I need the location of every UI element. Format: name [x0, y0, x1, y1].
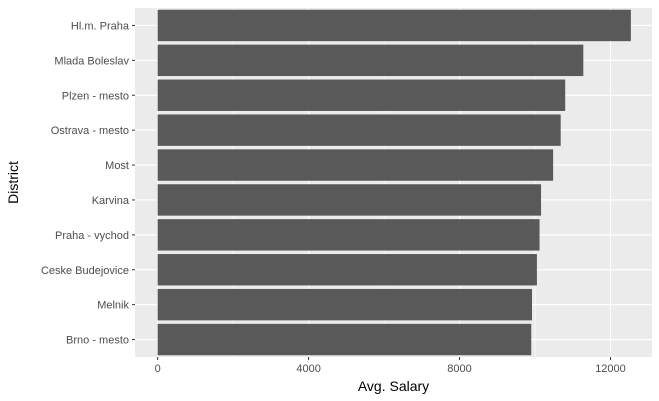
y-tick-label: Ceske Budejovice	[41, 265, 129, 277]
y-tick-label: Hl.m. Praha	[71, 20, 130, 32]
y-tick-label: Praha - vychod	[55, 230, 129, 242]
x-axis-title: Avg. Salary	[358, 378, 429, 394]
x-tick-label: 4000	[296, 363, 320, 375]
x-axis: 0 4000 8000 12000	[155, 357, 626, 375]
y-tick-label: Karvina	[92, 195, 130, 207]
y-tick-label: Most	[105, 160, 129, 172]
bar	[157, 288, 532, 321]
bar	[157, 44, 584, 77]
x-tick-label: 8000	[447, 363, 471, 375]
bar	[157, 149, 554, 181]
bar	[157, 254, 537, 286]
y-tick-label: Melnik	[97, 300, 129, 312]
y-tick-label: Brno - mesto	[66, 335, 129, 347]
x-tick-label: 0	[155, 363, 161, 375]
bar	[157, 9, 631, 42]
bars	[157, 9, 631, 356]
bar	[157, 323, 532, 356]
y-axis-title: District	[5, 161, 21, 204]
y-axis: Hl.m. Praha Mlada Boleslav Plzen - mesto Os…	[41, 20, 135, 347]
bar	[157, 219, 540, 251]
bar	[157, 79, 566, 111]
bar	[157, 184, 542, 216]
x-tick-label: 12000	[595, 363, 626, 375]
y-tick-label: Mlada Boleslav	[54, 55, 129, 67]
y-tick-label: Ostrava - mesto	[51, 125, 129, 137]
bar	[157, 114, 561, 146]
y-tick-label: Plzen - mesto	[62, 90, 129, 102]
